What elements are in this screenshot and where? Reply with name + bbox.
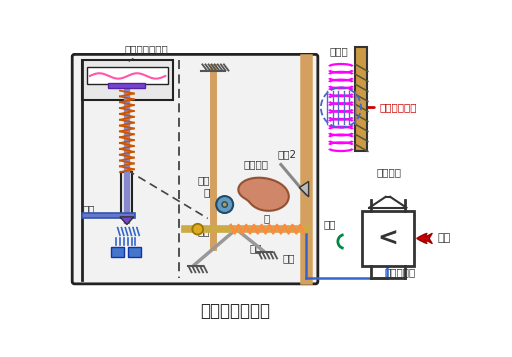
Bar (82, 60, 173, 100)
FancyBboxPatch shape (72, 54, 318, 284)
Text: 气源: 气源 (437, 233, 451, 243)
Bar (355, 47, 367, 151)
Text: 挡板: 挡板 (282, 253, 295, 263)
Bar (362, 211, 414, 266)
Bar (82, 213, 135, 218)
Circle shape (216, 196, 233, 213)
Circle shape (222, 202, 227, 207)
Text: 气动阀门定位器: 气动阀门定位器 (200, 302, 270, 320)
Polygon shape (120, 217, 134, 225)
Text: 平板: 平板 (82, 204, 95, 214)
Bar (87, 67, 168, 84)
Polygon shape (238, 178, 289, 211)
Text: 杠杆1: 杠杆1 (198, 175, 217, 185)
Text: 杠杆2: 杠杆2 (277, 149, 296, 159)
Text: 摆杆: 摆杆 (198, 226, 210, 236)
Text: 喷嘴: 喷嘴 (324, 220, 336, 230)
Bar (109, 83, 145, 88)
Text: 轴: 轴 (264, 213, 270, 223)
Text: 恒节流孔: 恒节流孔 (376, 167, 401, 177)
Bar (112, 247, 124, 257)
Text: <: < (377, 226, 398, 250)
Text: 弹簧: 弹簧 (250, 243, 263, 253)
Polygon shape (300, 181, 309, 197)
Bar (121, 172, 132, 218)
Text: 滚轮: 滚轮 (204, 187, 216, 197)
Text: 波纹管: 波纹管 (329, 46, 348, 56)
Bar (129, 247, 141, 257)
Text: 压力信号输入: 压力信号输入 (379, 102, 417, 112)
Text: 气动薄膜调节阀: 气动薄膜调节阀 (124, 44, 168, 61)
Circle shape (193, 224, 203, 235)
Text: 气动放大器: 气动放大器 (385, 267, 416, 277)
Text: 偏心凸轮: 偏心凸轮 (244, 160, 269, 170)
